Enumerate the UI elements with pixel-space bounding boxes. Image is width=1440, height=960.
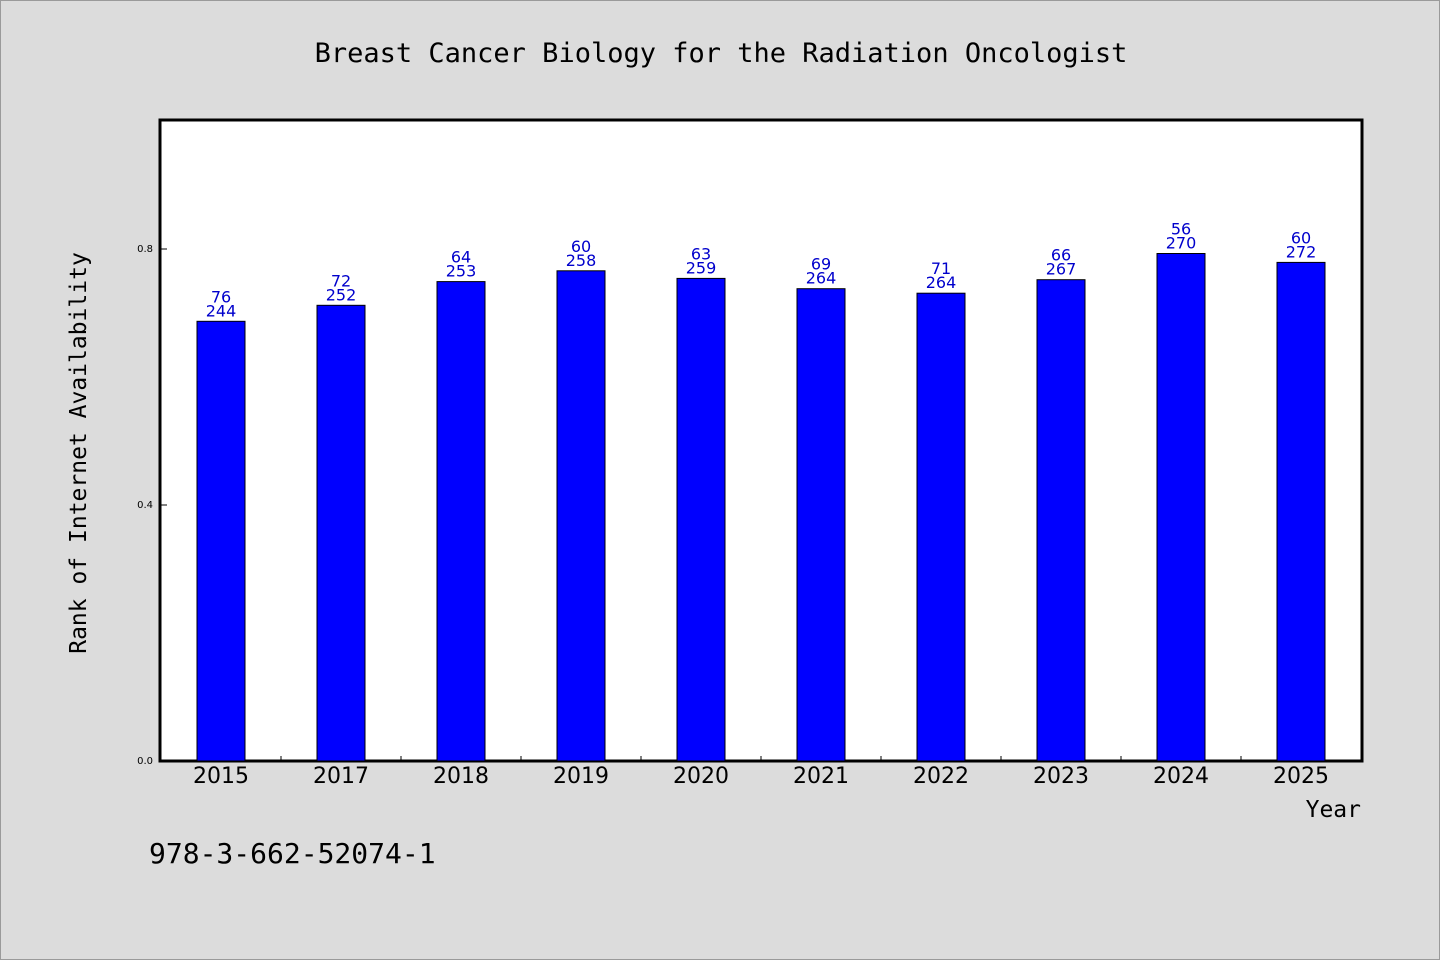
x-tick-label: 2024 [1153, 764, 1209, 789]
bar-label-top: 60 [1291, 228, 1311, 247]
x-tick-label: 2020 [673, 764, 729, 789]
isbn-label: 978-3-662-52074-1 [149, 837, 436, 870]
bar-label-top: 64 [451, 248, 471, 267]
y-axis-ticks: 0.0 0.4 0.8 [137, 244, 167, 767]
bar-label-bottom: 252 [326, 285, 357, 304]
x-tick-label: 2023 [1033, 764, 1089, 789]
y-tick-label: 0.8 [137, 244, 153, 255]
x-tick-label: 2017 [313, 764, 369, 789]
bar-label-top: 69 [811, 255, 831, 274]
x-tick-label: 2019 [553, 764, 609, 789]
y-tick-label: 0.4 [137, 500, 153, 511]
bar-label-top: 60 [571, 237, 591, 256]
bar-label-bottom: 270 [1166, 234, 1197, 253]
x-tick-label: 2018 [433, 764, 489, 789]
bar-label-bottom: 267 [1046, 260, 1077, 279]
bar-label-bottom: 272 [1286, 242, 1317, 261]
bar-label-bottom: 253 [446, 262, 477, 281]
bar-label-top: 72 [331, 271, 351, 290]
bar [196, 320, 246, 762]
bar-label-top: 71 [931, 259, 951, 278]
x-axis-ticks: 2015 2017 2018 2019 2020 2021 2022 2023 2024 2025 [193, 756, 1329, 789]
x-tick-label: 2021 [793, 764, 849, 789]
bar [556, 270, 606, 762]
bar-label-bottom: 258 [566, 251, 597, 270]
bar-label-bottom: 264 [806, 269, 837, 288]
bar [316, 304, 366, 762]
x-tick-label: 2015 [193, 764, 249, 789]
bar [1156, 253, 1206, 762]
bar [916, 292, 966, 762]
bar [1036, 279, 1086, 762]
bar-label-top: 76 [211, 287, 231, 306]
chart-title: Breast Cancer Biology for the Radiation … [315, 38, 1128, 69]
bar [1276, 261, 1326, 762]
bar [676, 277, 726, 762]
y-axis-label: Rank of Internet Availability [66, 252, 92, 654]
bar [796, 288, 846, 762]
bar [436, 281, 486, 762]
bar-label-bottom: 264 [926, 273, 957, 292]
bar-label-bottom: 244 [206, 301, 237, 320]
bar-label-bottom: 259 [686, 258, 717, 277]
bar-label-top: 66 [1051, 246, 1071, 265]
x-tick-label: 2025 [1273, 764, 1329, 789]
y-tick-label: 0.0 [137, 756, 153, 767]
bars-group [196, 253, 1326, 762]
bar-label-top: 63 [691, 244, 711, 263]
x-tick-label: 2022 [913, 764, 969, 789]
x-axis-label: Year [1306, 797, 1361, 823]
bar-label-top: 56 [1171, 220, 1191, 239]
